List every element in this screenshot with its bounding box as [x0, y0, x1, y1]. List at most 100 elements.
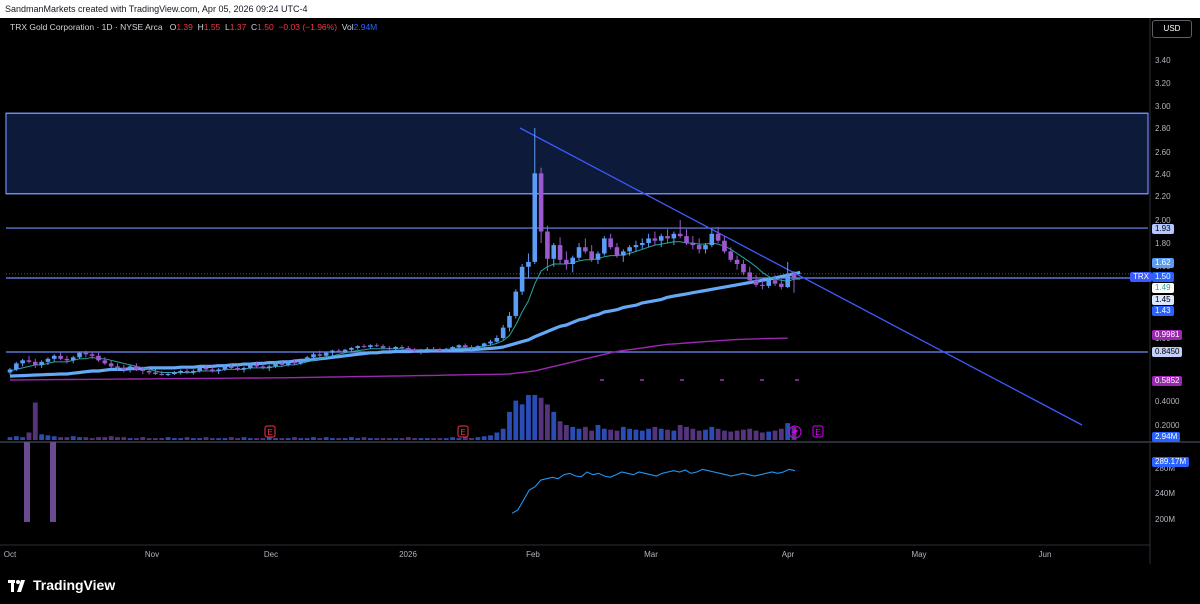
volume-bar-38 — [247, 438, 253, 440]
candle-body-96 — [614, 247, 620, 256]
volume-bar-37 — [241, 437, 247, 440]
candle-body-14 — [96, 355, 101, 361]
volume-bar-90 — [576, 428, 582, 440]
earnings-marker-label-2: E — [815, 428, 820, 437]
price-tick-4: 2.60 — [1155, 148, 1171, 157]
earnings-marker-0 — [264, 425, 276, 438]
candle-body-40 — [260, 366, 266, 368]
volume-bar-116 — [741, 429, 746, 440]
volume-bar-62 — [399, 438, 405, 440]
volume-bar-81 — [519, 404, 525, 440]
candle-body-95 — [608, 238, 613, 248]
candle-body-92 — [589, 251, 594, 260]
candle-body-50 — [323, 352, 329, 356]
volume-bar-86 — [551, 411, 557, 440]
candle-body-28 — [184, 370, 190, 373]
volume-bar-113 — [722, 430, 727, 440]
earnings-marker-1 — [457, 425, 469, 438]
lower-pane-bar-1 — [50, 442, 56, 522]
candle-body-15 — [102, 360, 108, 364]
candle-body-66 — [424, 348, 430, 350]
volume-bar-92 — [589, 430, 595, 440]
volume-bar-117 — [747, 428, 753, 440]
volume-bar-73 — [469, 438, 474, 440]
volume-bar-80 — [513, 400, 519, 440]
candle-body-34 — [222, 366, 228, 370]
time-label-3: 2026 — [399, 550, 417, 559]
price-tag-level: 1.43 — [1152, 306, 1174, 316]
candle-body-109 — [696, 245, 702, 250]
candle-body-111 — [709, 233, 715, 246]
candle-body-64 — [412, 349, 417, 351]
candle-body-32 — [210, 369, 215, 371]
resistance-zone — [5, 112, 1149, 195]
volume-bar-105 — [671, 430, 677, 440]
volume-bar-50 — [323, 437, 329, 440]
time-label-4: Feb — [526, 550, 540, 559]
volume-bar-46 — [298, 438, 304, 440]
volume-bar-6 — [45, 435, 51, 440]
candle-body-2 — [20, 360, 25, 364]
volume-bar-35 — [228, 437, 234, 440]
volume-bar-18 — [121, 437, 127, 440]
candle-body-18 — [121, 367, 127, 370]
volume-bar-19 — [127, 438, 133, 440]
low-value: 1.37 — [229, 22, 247, 32]
candle-body-122 — [779, 283, 784, 288]
tradingview-logo-icon — [8, 579, 28, 592]
candle-body-99 — [633, 245, 639, 248]
candle-body-26 — [172, 372, 177, 374]
low-key: L — [225, 22, 230, 32]
price-tick-6: 2.20 — [1155, 192, 1171, 201]
volume-bar-65 — [418, 438, 424, 440]
candle-body-55 — [355, 346, 361, 348]
price-tag-level: 1.62 — [1152, 258, 1174, 268]
candle-body-49 — [317, 354, 323, 356]
tradingview-logo[interactable]: TradingView — [8, 577, 115, 593]
close-value: 1.50 — [257, 22, 274, 32]
volume-bar-115 — [734, 430, 740, 440]
volume-bar-122 — [778, 428, 784, 440]
candle-body-121 — [772, 280, 778, 284]
volume-bar-61 — [393, 438, 399, 440]
candle-body-115 — [734, 259, 740, 264]
volume-bar-34 — [222, 438, 228, 440]
price-chart[interactable]: E E E 3.40 3.20 3.00 2.80 2.60 2.40 2.20 2.00 1.80 1… — [0, 0, 1200, 564]
currency-selector[interactable]: USD — [1152, 20, 1192, 38]
volume-bar-20 — [134, 438, 139, 440]
candle-body-44 — [285, 361, 291, 365]
volume-bar-69 — [443, 438, 449, 440]
candle-body-51 — [330, 350, 335, 353]
candle-body-39 — [254, 364, 259, 367]
price-tick-8: 1.80 — [1155, 239, 1171, 248]
volume-bar-84 — [538, 397, 544, 440]
volume-bar-10 — [70, 436, 76, 440]
volume-bar-44 — [285, 438, 291, 440]
symbol-legend: TRX Gold Corporation · 1D · NYSE Arca O1… — [10, 21, 377, 33]
candle-body-98 — [627, 247, 632, 252]
candle-body-7 — [51, 355, 57, 359]
candle-body-8 — [58, 355, 63, 359]
lower-tick-0: 280M — [1155, 464, 1175, 473]
volume-bar-70 — [450, 437, 455, 440]
price-tag-ma_200_dash: 0.5852 — [1152, 376, 1183, 386]
volume-bar-28 — [184, 437, 190, 440]
legend-title: TRX Gold Corporation · 1D · NYSE Arca — [10, 22, 163, 32]
earnings-marker-2 — [812, 425, 824, 438]
volume-bar-29 — [190, 438, 196, 440]
volume-bar-75 — [481, 436, 487, 440]
volume-bar-27 — [178, 438, 184, 440]
candle-body-71 — [456, 345, 462, 348]
attribution-bar: SandmanMarkets created with TradingView.… — [0, 0, 1200, 18]
candle-body-70 — [450, 347, 455, 349]
volume-bar-3 — [26, 432, 32, 440]
candle-body-116 — [741, 264, 746, 273]
volume-bar-76 — [488, 435, 493, 440]
volume-bar-99 — [633, 429, 639, 440]
volume-bar-66 — [424, 438, 430, 440]
candle-body-77 — [494, 338, 500, 342]
event-flash-icon — [788, 425, 802, 439]
ma-short-line — [9, 241, 801, 373]
footer-bar — [0, 564, 1200, 604]
volume-bar-36 — [235, 438, 241, 440]
